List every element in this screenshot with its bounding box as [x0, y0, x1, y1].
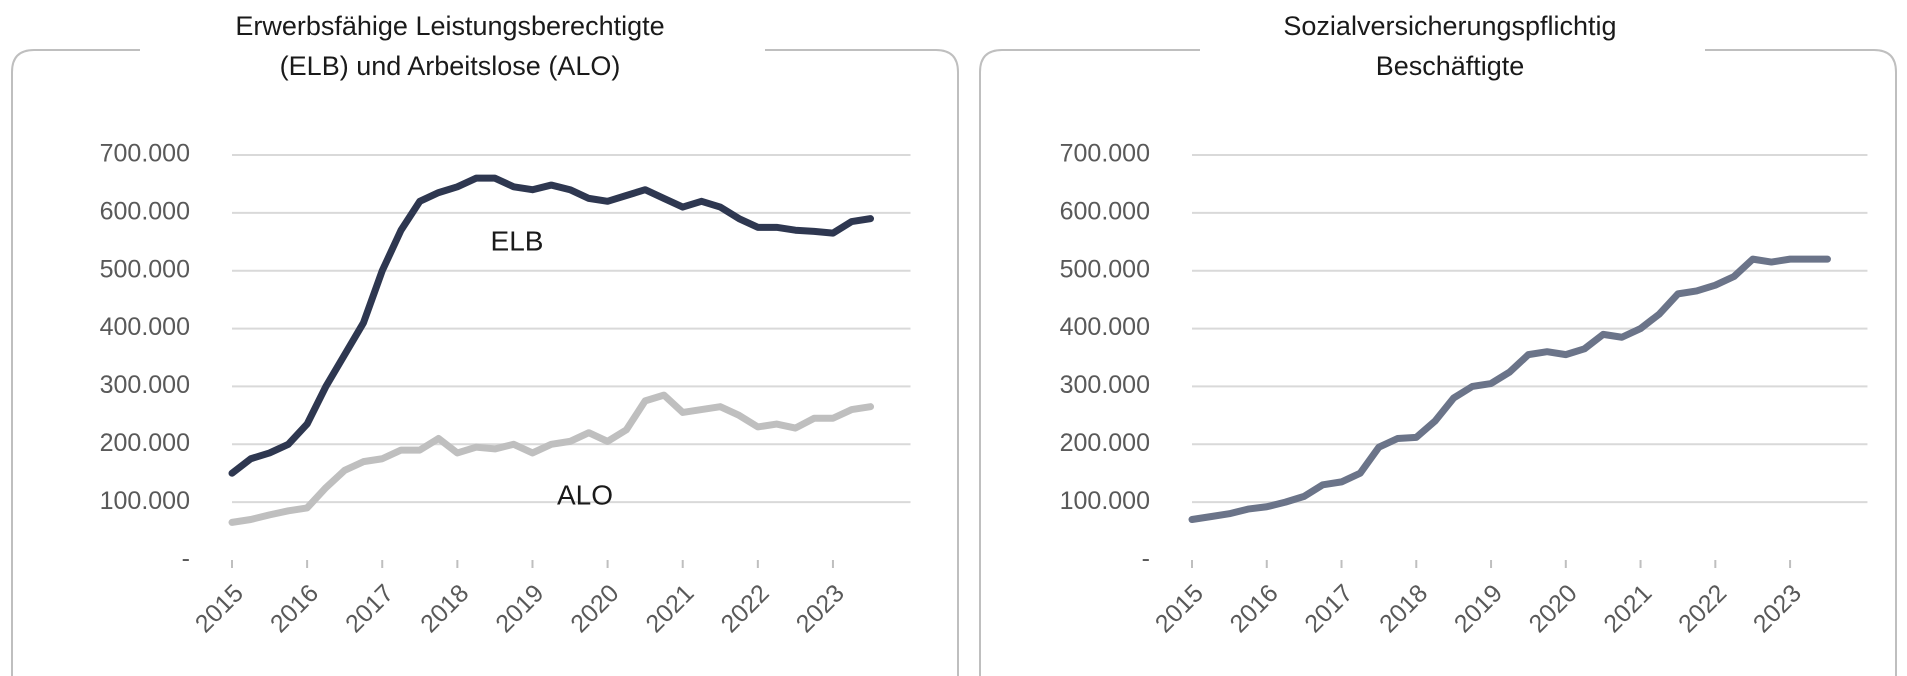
x-tick-label: 2020 — [1524, 579, 1583, 638]
chart-title: Sozialversicherungspflichtig — [1283, 11, 1616, 41]
chart-title: Beschäftigte — [1376, 51, 1525, 81]
x-tick-label: 2018 — [415, 579, 474, 638]
y-tick-label: 100.000 — [100, 487, 190, 515]
x-tick-label: 2019 — [490, 579, 549, 638]
y-tick-label: 700.000 — [1060, 140, 1150, 168]
x-tick-label: 2015 — [190, 579, 249, 638]
y-tick-label: 500.000 — [100, 255, 190, 283]
y-tick-label: 300.000 — [100, 371, 190, 399]
y-tick-label: 600.000 — [1060, 197, 1150, 225]
x-tick-label: 2022 — [1673, 579, 1732, 638]
y-tick-label: 200.000 — [1060, 429, 1150, 457]
y-tick-label: 700.000 — [100, 140, 190, 168]
x-tick-label: 2015 — [1150, 579, 1209, 638]
chart-title: Erwerbsfähige Leistungsberechtigte — [235, 11, 664, 41]
panel-border — [11, 49, 959, 676]
y-tick-label: 400.000 — [1060, 313, 1150, 341]
y-tick-label: - — [1142, 545, 1150, 573]
x-tick-label: 2017 — [1299, 579, 1358, 638]
x-tick-label: 2022 — [716, 579, 775, 638]
x-tick-label: 2017 — [340, 579, 399, 638]
x-tick-label: 2023 — [1748, 579, 1807, 638]
y-tick-label: 300.000 — [1060, 371, 1150, 399]
x-tick-label: 2023 — [791, 579, 850, 638]
chart-title: (ELB) und Arbeitslose (ALO) — [280, 51, 621, 81]
series-line — [1188, 255, 1831, 523]
y-tick-label: 500.000 — [1060, 255, 1150, 283]
series-line — [228, 174, 875, 477]
x-tick-label: 2016 — [1225, 579, 1284, 638]
y-tick-label: 600.000 — [100, 197, 190, 225]
x-tick-label: 2018 — [1374, 579, 1433, 638]
y-tick-label: - — [182, 545, 190, 573]
x-tick-label: 2021 — [641, 579, 700, 638]
y-tick-label: 100.000 — [1060, 487, 1150, 515]
series-label: ELB — [491, 225, 544, 256]
y-tick-label: 200.000 — [100, 429, 190, 457]
x-tick-label: 2019 — [1449, 579, 1508, 638]
series-label: ALO — [557, 479, 613, 510]
panel-border — [979, 49, 1897, 676]
y-tick-label: 400.000 — [100, 313, 190, 341]
x-tick-label: 2016 — [265, 579, 324, 638]
x-tick-label: 2021 — [1598, 579, 1657, 638]
series-line — [228, 391, 875, 526]
x-tick-label: 2020 — [565, 579, 624, 638]
